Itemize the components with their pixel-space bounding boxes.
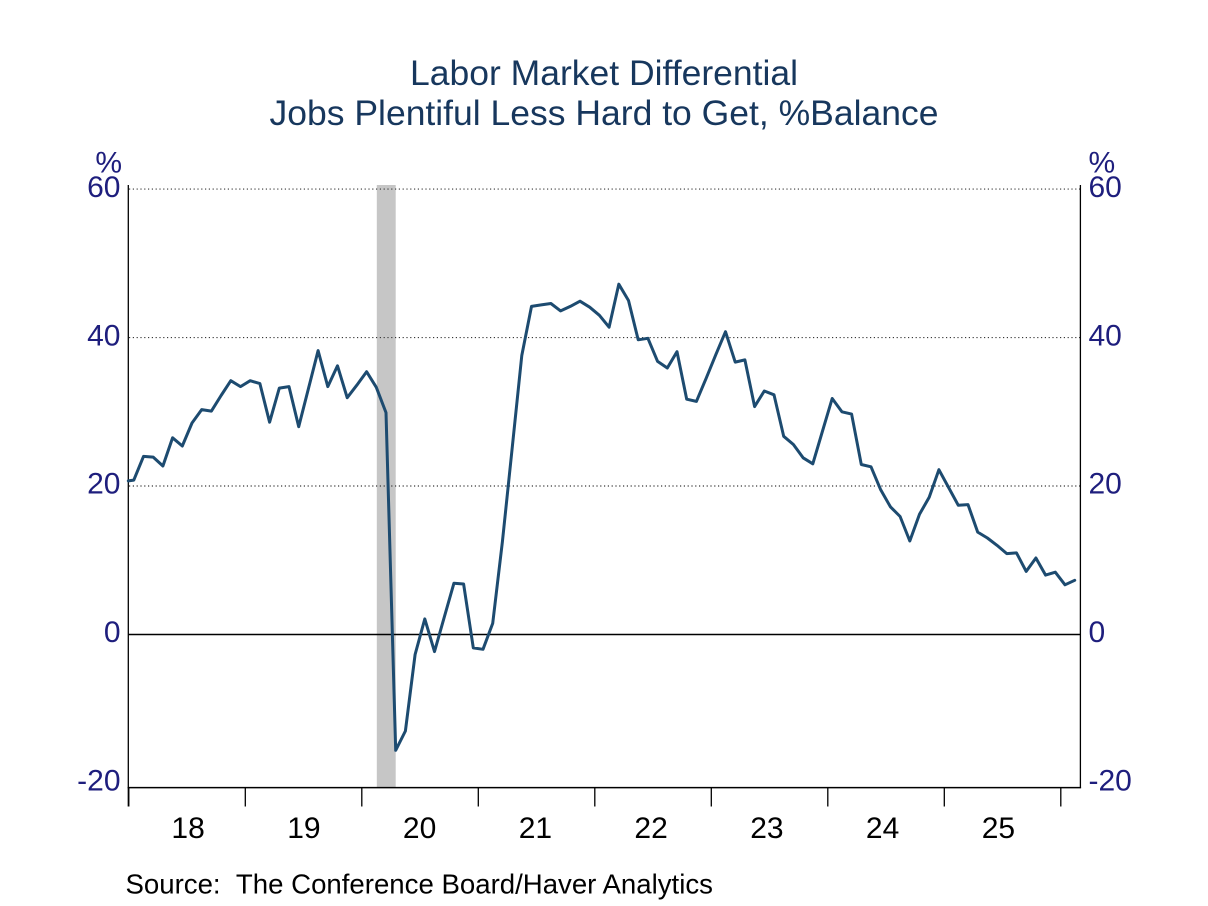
svg-text:40: 40 [1089, 319, 1122, 352]
svg-text:25: 25 [982, 812, 1015, 845]
svg-text:-20: -20 [77, 765, 120, 798]
svg-text:22: 22 [634, 812, 667, 845]
svg-text:19: 19 [287, 812, 320, 845]
svg-text:-20: -20 [1089, 765, 1132, 798]
svg-text:24: 24 [866, 812, 899, 845]
svg-text:%: % [95, 147, 122, 180]
svg-text:0: 0 [104, 616, 121, 649]
svg-text:%: % [1089, 147, 1116, 180]
svg-text:20: 20 [403, 812, 436, 845]
svg-text:20: 20 [87, 468, 120, 501]
svg-text:21: 21 [519, 812, 552, 845]
svg-text:60: 60 [87, 171, 120, 204]
svg-text:20: 20 [1089, 468, 1122, 501]
svg-text:18: 18 [171, 812, 204, 845]
svg-text:60: 60 [1089, 171, 1122, 204]
svg-text:Source: The Conference Board/: Source: The Conference Board/Haver Analy… [126, 868, 713, 899]
svg-text:0: 0 [1089, 616, 1106, 649]
svg-text:Jobs Plentiful Less Hard to Ge: Jobs Plentiful Less Hard to Get, %Balanc… [270, 93, 939, 133]
svg-text:23: 23 [750, 812, 783, 845]
svg-text:Labor Market Differential: Labor Market Differential [410, 53, 798, 93]
svg-text:40: 40 [87, 319, 120, 352]
